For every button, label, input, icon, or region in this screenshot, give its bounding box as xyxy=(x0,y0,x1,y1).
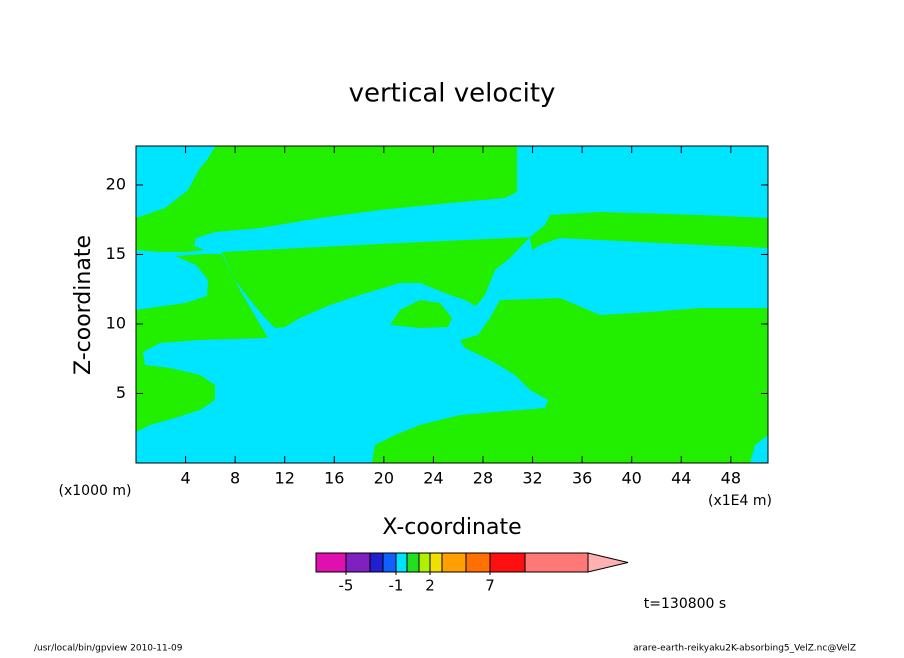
x-tick-label: 36 xyxy=(572,469,592,488)
y-axis-unit: (x1000 m) xyxy=(59,483,132,499)
y-tick-label: 10 xyxy=(106,313,126,332)
colorbar-segment xyxy=(429,552,443,573)
colorbar-segment xyxy=(441,552,467,573)
x-tick-label: 24 xyxy=(423,469,443,488)
colorbar-segment xyxy=(465,552,491,573)
x-tick-label: 16 xyxy=(324,469,344,488)
footer: /usr/local/bin/gpview 2010-11-09 xyxy=(34,644,183,654)
footer: arare-earth-reikyaku2K-absorbing5_VelZ.n… xyxy=(633,644,856,654)
contour-region xyxy=(390,300,452,328)
colorbar-segment xyxy=(489,552,526,573)
contour-region xyxy=(372,298,768,463)
colorbar-tick-label: 7 xyxy=(485,577,495,595)
x-tick-label: 8 xyxy=(230,469,240,488)
y-axis-label: Z-coordinate xyxy=(71,235,96,375)
plot-frame xyxy=(135,145,769,464)
contour-field xyxy=(135,145,769,464)
x-tick-label: 28 xyxy=(473,469,493,488)
x-tick-label: 32 xyxy=(522,469,542,488)
annotation: t=130800 s xyxy=(644,596,726,612)
x-tick-label: 4 xyxy=(180,469,190,488)
colorbar-tick-label: -1 xyxy=(389,577,404,595)
colorbar-segment xyxy=(395,552,408,573)
colorbar-tick-label: -5 xyxy=(339,577,354,595)
x-tick-label: 48 xyxy=(721,469,741,488)
x-axis-label: X-coordinate xyxy=(382,515,521,540)
y-tick-label: 5 xyxy=(116,383,126,402)
chart-title: vertical velocity xyxy=(349,79,556,109)
colorbar-tick-label: 2 xyxy=(425,577,435,595)
colorbar-segment xyxy=(406,552,420,573)
x-tick-label: 12 xyxy=(275,469,295,488)
x-tick-label: 40 xyxy=(622,469,642,488)
x-tick-label: 44 xyxy=(671,469,691,488)
contour-region xyxy=(136,254,268,432)
contour-region xyxy=(222,237,530,328)
colorbar-segment xyxy=(382,552,397,573)
colorbar-segment xyxy=(315,552,347,573)
x-tick-label: 20 xyxy=(374,469,394,488)
y-tick-label: 20 xyxy=(106,174,126,193)
y-tick-label: 15 xyxy=(106,244,126,263)
contour-region xyxy=(530,212,768,250)
colorbar-segment xyxy=(369,552,384,573)
contour-region xyxy=(136,146,517,252)
colorbar-extension xyxy=(587,552,629,573)
colorbar-segment xyxy=(524,552,589,573)
x-axis-unit: (x1E4 m) xyxy=(708,493,772,509)
colorbar-segment xyxy=(345,552,371,573)
colorbar-segment xyxy=(418,552,431,573)
